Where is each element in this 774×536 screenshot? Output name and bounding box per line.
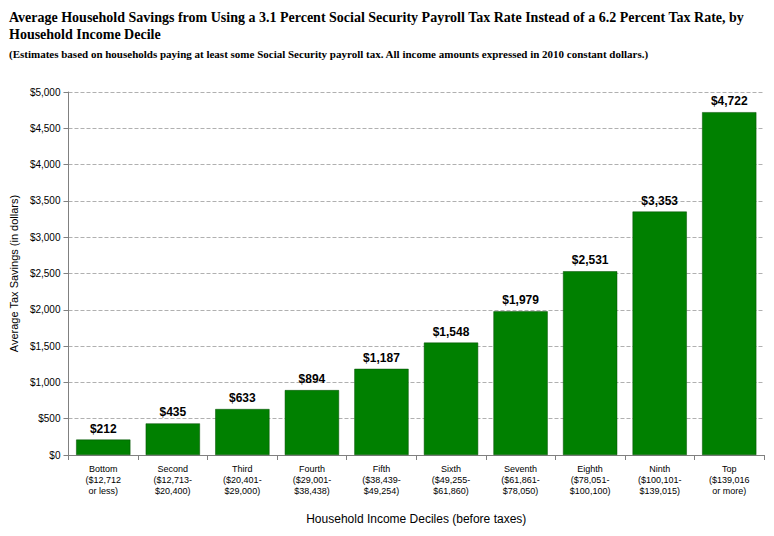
svg-text:$4,722: $4,722	[711, 94, 748, 108]
svg-text:Fourth: Fourth	[299, 464, 325, 474]
svg-text:($12,713-: ($12,713-	[154, 475, 193, 485]
svg-text:$2,531: $2,531	[572, 253, 609, 267]
svg-text:($78,051-: ($78,051-	[571, 475, 610, 485]
svg-text:$4,500: $4,500	[30, 123, 61, 134]
svg-text:$4,000: $4,000	[30, 159, 61, 170]
svg-text:($20,401-: ($20,401-	[223, 475, 262, 485]
svg-text:($100,101-: ($100,101-	[638, 475, 682, 485]
svg-text:$0: $0	[49, 450, 61, 461]
svg-text:($61,861-: ($61,861-	[501, 475, 540, 485]
svg-text:($38,439-: ($38,439-	[362, 475, 401, 485]
svg-text:$100,100): $100,100)	[570, 486, 611, 496]
svg-text:$3,000: $3,000	[30, 232, 61, 243]
svg-text:Average Household Savings from: Average Household Savings from Using a 3…	[9, 10, 747, 25]
svg-text:$1,500: $1,500	[30, 341, 61, 352]
svg-text:or more): or more)	[712, 486, 746, 496]
svg-text:$139,015): $139,015)	[639, 486, 680, 496]
svg-text:$633: $633	[229, 391, 256, 405]
svg-text:Third: Third	[232, 464, 253, 474]
svg-text:$5,000: $5,000	[30, 87, 61, 98]
svg-text:$1,187: $1,187	[363, 351, 400, 365]
svg-text:$29,000): $29,000)	[225, 486, 261, 496]
svg-text:($139,016: ($139,016	[709, 475, 750, 485]
svg-text:Top: Top	[722, 464, 737, 474]
svg-text:$1,548: $1,548	[433, 325, 470, 339]
svg-text:$20,400): $20,400)	[155, 486, 191, 496]
svg-text:$38,438): $38,438)	[294, 486, 330, 496]
svg-text:Ninth: Ninth	[649, 464, 670, 474]
svg-text:$78,050): $78,050)	[503, 486, 539, 496]
svg-text:($49,255-: ($49,255-	[432, 475, 471, 485]
svg-text:$2,000: $2,000	[30, 304, 61, 315]
svg-text:or less): or less)	[89, 486, 119, 496]
svg-text:$1,000: $1,000	[30, 377, 61, 388]
svg-text:$212: $212	[90, 422, 117, 436]
svg-text:Fifth: Fifth	[373, 464, 391, 474]
svg-text:Eighth: Eighth	[577, 464, 603, 474]
svg-text:$894: $894	[299, 372, 326, 386]
svg-text:(Estimates based on households: (Estimates based on households paying at…	[9, 48, 648, 61]
svg-text:$61,860): $61,860)	[433, 486, 469, 496]
svg-text:Household Income Deciles (befo: Household Income Deciles (before taxes)	[306, 512, 526, 526]
svg-text:$3,500: $3,500	[30, 195, 61, 206]
svg-text:Second: Second	[158, 464, 189, 474]
svg-text:$500: $500	[38, 413, 61, 424]
svg-text:Seventh: Seventh	[504, 464, 537, 474]
svg-text:$1,979: $1,979	[502, 293, 539, 307]
svg-text:($29,001-: ($29,001-	[293, 475, 332, 485]
svg-text:$49,254): $49,254)	[364, 486, 400, 496]
svg-text:Bottom: Bottom	[89, 464, 118, 474]
svg-text:$3,353: $3,353	[641, 194, 678, 208]
svg-text:$435: $435	[159, 405, 186, 419]
svg-text:Household Income Decile: Household Income Decile	[9, 27, 161, 42]
svg-text:Average Tax Savings (in dollar: Average Tax Savings (in dollars)	[8, 195, 20, 352]
svg-text:($12,712: ($12,712	[85, 475, 121, 485]
svg-text:Sixth: Sixth	[441, 464, 461, 474]
svg-text:$2,500: $2,500	[30, 268, 61, 279]
